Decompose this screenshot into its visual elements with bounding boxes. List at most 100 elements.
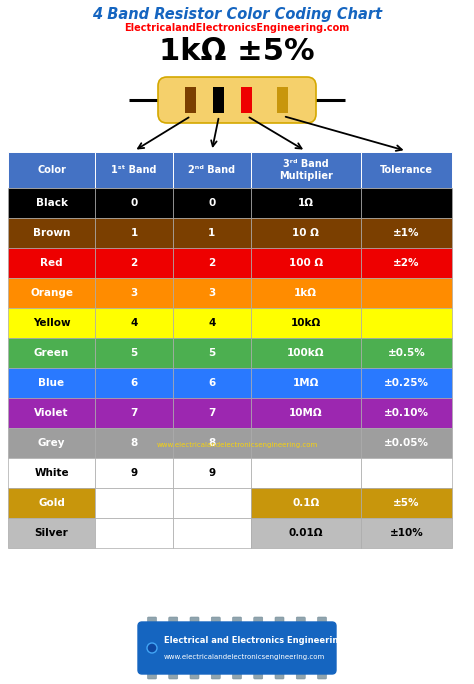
Bar [361,338,452,368]
Text: Electrical and Electronics Engineering: Electrical and Electronics Engineering [164,636,345,645]
Bar [173,278,251,308]
Bar [361,458,452,488]
FancyBboxPatch shape [318,669,327,679]
Text: 8: 8 [130,438,137,448]
FancyBboxPatch shape [275,617,284,627]
Bar [185,87,197,113]
Text: Brown: Brown [33,228,70,238]
Text: ±10%: ±10% [390,528,423,538]
Bar [95,218,173,248]
Text: ±0.25%: ±0.25% [384,378,429,388]
Text: Black: Black [36,198,67,208]
FancyBboxPatch shape [138,622,336,674]
Text: Violet: Violet [34,408,69,418]
Text: Grey: Grey [38,438,65,448]
Bar [251,338,361,368]
Text: 1kΩ ±5%: 1kΩ ±5% [159,38,315,66]
Bar [361,488,452,518]
Text: 1: 1 [208,228,216,238]
Bar [251,152,361,188]
Bar [95,278,173,308]
Bar [95,518,173,548]
Bar [8,188,95,218]
Text: 0: 0 [130,198,137,208]
FancyBboxPatch shape [147,669,156,679]
Bar [251,398,361,428]
Bar [8,218,95,248]
Text: www.electricalandelectronicsengineering.com: www.electricalandelectronicsengineering.… [156,441,318,447]
Bar [95,248,173,278]
Bar [95,368,173,398]
Text: 1ˢᵗ Band: 1ˢᵗ Band [111,165,157,175]
Text: 4: 4 [208,318,216,328]
Bar [251,218,361,248]
Text: 5: 5 [130,348,137,358]
Text: 0: 0 [208,198,216,208]
Bar [361,428,452,458]
Bar [277,87,289,113]
FancyBboxPatch shape [296,617,305,627]
Text: ElectricalandElectronicsEngineering.com: ElectricalandElectronicsEngineering.com [124,23,350,33]
Text: 100kΩ: 100kΩ [287,348,324,358]
Text: 3: 3 [130,288,137,298]
Bar [8,488,95,518]
Bar [173,368,251,398]
Bar [173,248,251,278]
Text: ±1%: ±1% [393,228,419,238]
Bar [173,518,251,548]
Bar [361,278,452,308]
Bar [95,488,173,518]
Bar [361,248,452,278]
Text: 0.1Ω: 0.1Ω [292,498,319,508]
Bar [95,308,173,338]
FancyBboxPatch shape [296,669,305,679]
Text: 1MΩ: 1MΩ [292,378,319,388]
FancyBboxPatch shape [275,669,284,679]
FancyBboxPatch shape [190,617,199,627]
Bar [361,368,452,398]
Bar [251,248,361,278]
Text: 2ⁿᵈ Band: 2ⁿᵈ Band [188,165,236,175]
Text: 10MΩ: 10MΩ [289,408,322,418]
FancyBboxPatch shape [233,669,241,679]
Bar [251,428,361,458]
Text: Green: Green [34,348,69,358]
Bar [95,338,173,368]
Text: 4: 4 [130,318,137,328]
Bar [95,398,173,428]
Text: Orange: Orange [30,288,73,298]
Text: 2: 2 [208,258,216,268]
Bar [8,368,95,398]
Bar [8,248,95,278]
FancyBboxPatch shape [211,669,220,679]
Bar [361,218,452,248]
Text: 7: 7 [208,408,216,418]
Bar [95,188,173,218]
FancyBboxPatch shape [233,617,241,627]
Text: Tolerance: Tolerance [380,165,433,175]
Text: 7: 7 [130,408,137,418]
Circle shape [147,643,157,653]
Text: ±0.10%: ±0.10% [384,408,429,418]
Bar [251,308,361,338]
Text: www.electricalandelectronicsengineering.com: www.electricalandelectronicsengineering.… [164,654,325,660]
Bar [241,87,253,113]
Bar [173,488,251,518]
Text: 3: 3 [208,288,216,298]
Text: Blue: Blue [38,378,64,388]
Bar [251,278,361,308]
Text: 1kΩ: 1kΩ [294,288,317,298]
Text: 9: 9 [208,468,215,478]
Text: 5: 5 [208,348,216,358]
Bar [361,308,452,338]
Bar [361,398,452,428]
Bar [173,218,251,248]
Text: 1: 1 [130,228,137,238]
Text: 1Ω: 1Ω [298,198,314,208]
FancyBboxPatch shape [158,77,316,123]
Text: 2: 2 [130,258,137,268]
Text: Yellow: Yellow [33,318,70,328]
Bar [251,188,361,218]
Text: 0.01Ω: 0.01Ω [289,528,323,538]
Bar [361,518,452,548]
